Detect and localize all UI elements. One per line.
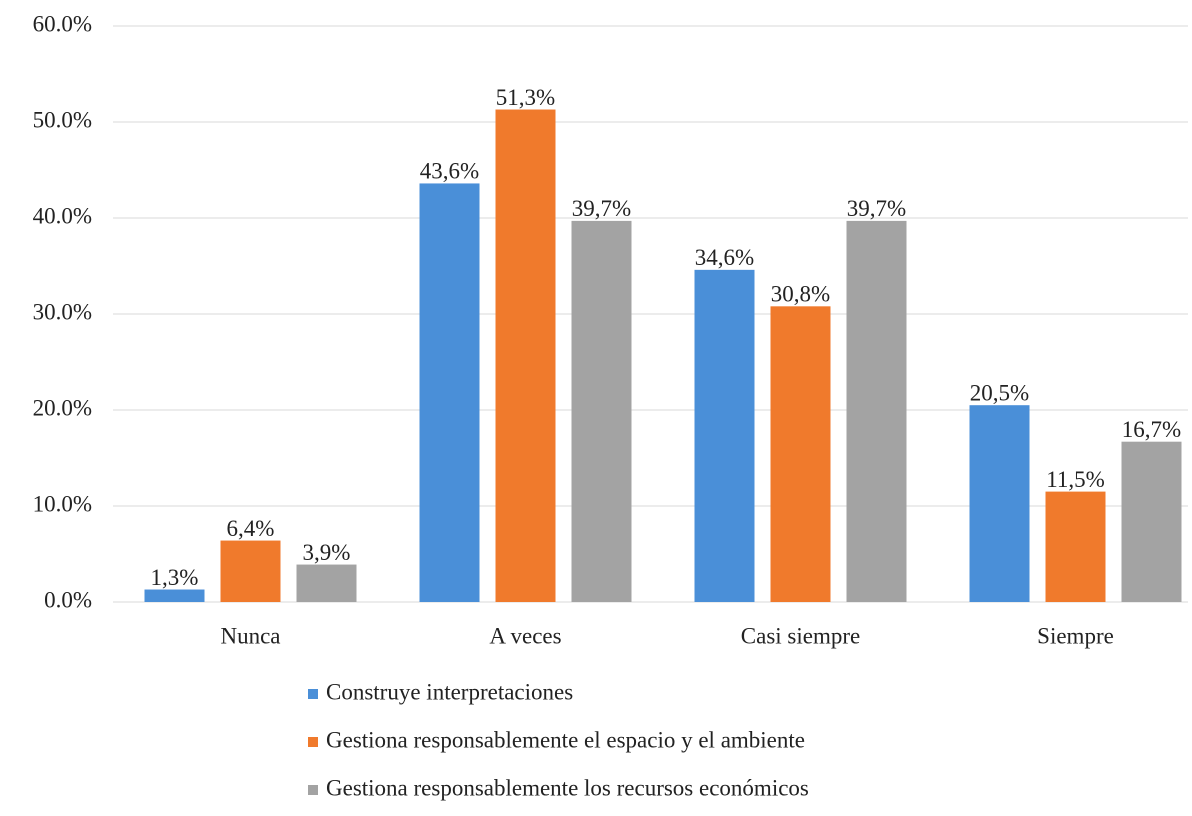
bar <box>296 564 357 602</box>
legend-label: Construye interpretaciones <box>326 679 573 704</box>
bar <box>1045 491 1106 602</box>
y-tick-label: 50.0% <box>33 107 92 132</box>
value-label: 6,4% <box>227 516 275 541</box>
value-label: 11,5% <box>1046 467 1105 492</box>
value-label: 1,3% <box>151 565 199 590</box>
value-label: 39,7% <box>847 196 906 221</box>
y-tick-label: 60.0% <box>33 11 92 36</box>
value-label: 51,3% <box>496 85 555 110</box>
bar <box>1121 441 1182 602</box>
value-label: 39,7% <box>572 196 631 221</box>
legend-label: Gestiona responsablemente el espacio y e… <box>326 727 805 752</box>
bar <box>694 269 755 602</box>
value-label: 34,6% <box>695 245 754 270</box>
bar <box>144 589 205 602</box>
bar <box>846 220 907 602</box>
bar <box>495 109 556 603</box>
bar <box>969 405 1030 602</box>
value-label: 20,5% <box>970 380 1029 405</box>
legend-swatch <box>308 737 318 747</box>
y-tick-label: 20.0% <box>33 395 92 420</box>
value-label: 3,9% <box>303 540 351 565</box>
value-label: 16,7% <box>1122 417 1181 442</box>
bar <box>571 220 632 602</box>
legend-swatch <box>308 785 318 795</box>
legend-label: Gestiona responsablemente los recursos e… <box>326 775 809 800</box>
y-tick-label: 10.0% <box>33 491 92 516</box>
bar <box>419 183 480 602</box>
x-tick-label: Casi siempre <box>741 623 860 648</box>
value-label: 43,6% <box>420 159 479 184</box>
bar <box>220 540 281 602</box>
value-label: 30,8% <box>771 282 830 307</box>
y-tick-label: 0.0% <box>44 587 92 612</box>
bar <box>770 306 831 602</box>
x-tick-label: A veces <box>489 623 561 648</box>
y-tick-label: 40.0% <box>33 203 92 228</box>
x-tick-label: Siempre <box>1037 623 1114 648</box>
x-tick-label: Nunca <box>220 623 280 648</box>
y-tick-label: 30.0% <box>33 299 92 324</box>
legend-swatch <box>308 689 318 699</box>
